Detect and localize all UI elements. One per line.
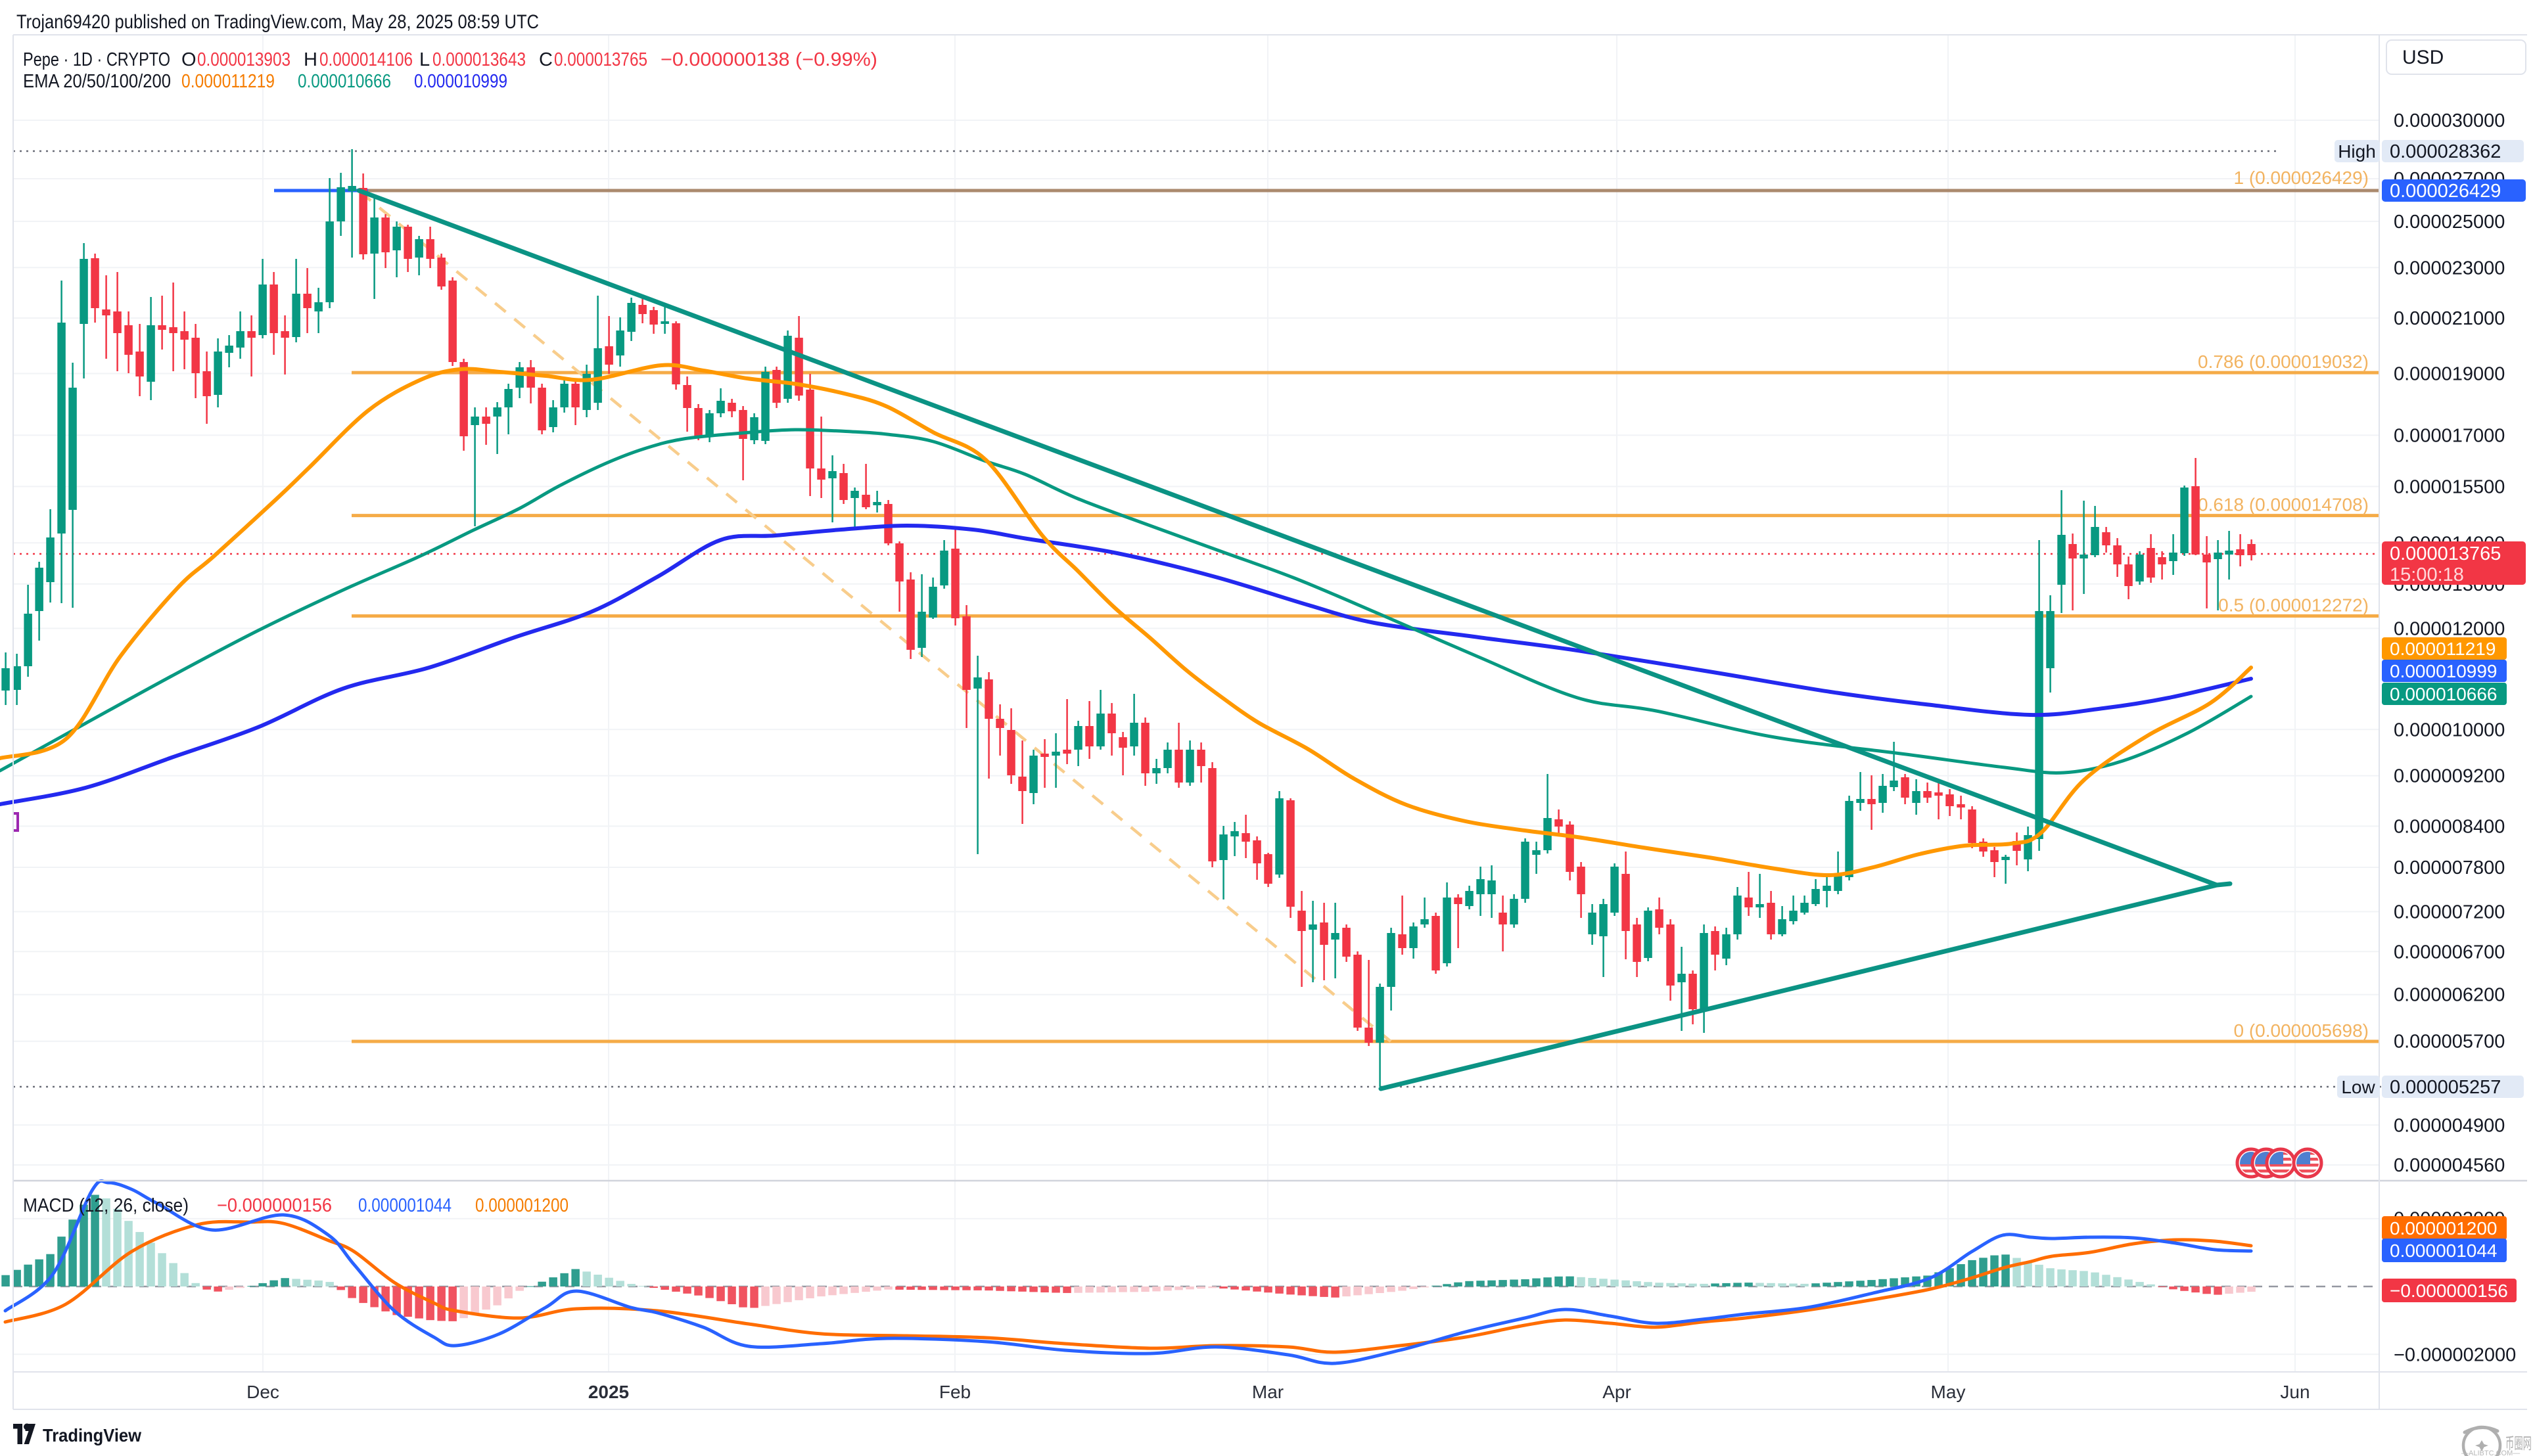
svg-text:0.000009200: 0.000009200 [2394,766,2505,787]
svg-text:Dec: Dec [246,1382,279,1402]
svg-text:2025: 2025 [588,1382,629,1402]
svg-text:Jun: Jun [2280,1382,2310,1402]
svg-text:O: O [181,49,197,70]
svg-text:0.000008400: 0.000008400 [2394,816,2505,837]
svg-text:0.000017000: 0.000017000 [2394,425,2505,446]
svg-text:0.000013765: 0.000013765 [2390,543,2501,564]
svg-text:TradingView: TradingView [43,1425,141,1445]
svg-text:0.000019000: 0.000019000 [2394,364,2505,385]
svg-text:0.000014106: 0.000014106 [319,49,413,70]
svg-text:0.5 (0.000012272): 0.5 (0.000012272) [2218,595,2369,616]
svg-text:MACD (12, 26, close): MACD (12, 26, close) [23,1195,189,1216]
svg-text:0.000012000: 0.000012000 [2394,618,2505,639]
svg-text:Low: Low [2341,1077,2375,1097]
svg-text:15:00:18: 15:00:18 [2390,564,2464,585]
svg-text:0.000006700: 0.000006700 [2394,942,2505,963]
svg-text:0.000015500: 0.000015500 [2394,476,2505,497]
svg-text:−0.000000156: −0.000000156 [217,1195,332,1216]
svg-text:0.000005700: 0.000005700 [2394,1032,2505,1053]
svg-text:0.000004560: 0.000004560 [2394,1155,2505,1176]
svg-text:0.000013765: 0.000013765 [554,49,647,70]
svg-text:C: C [539,49,553,70]
svg-text:0.000030000: 0.000030000 [2394,110,2505,131]
svg-text:Trojan69420 published on Tradi: Trojan69420 published on TradingView.com… [16,11,539,33]
svg-text:0.000013903: 0.000013903 [197,49,290,70]
svg-text:Feb: Feb [939,1382,971,1402]
svg-text:0.000004900: 0.000004900 [2394,1115,2505,1136]
svg-text:Pepe · 1D · CRYPTO: Pepe · 1D · CRYPTO [23,49,170,70]
svg-text:0.000005257: 0.000005257 [2390,1077,2501,1098]
svg-text:0.000028362: 0.000028362 [2390,141,2501,162]
svg-text:0.618 (0.000014708): 0.618 (0.000014708) [2198,495,2369,515]
svg-text:EMA 20/50/100/200: EMA 20/50/100/200 [23,71,171,92]
svg-text:0.000013643: 0.000013643 [432,49,526,70]
svg-text:0.000025000: 0.000025000 [2394,212,2505,233]
svg-text:−0.000000156: −0.000000156 [2390,1281,2508,1301]
svg-text:0.000007200: 0.000007200 [2394,902,2505,923]
svg-text:May: May [1931,1382,1966,1402]
svg-text:0.000010000: 0.000010000 [2394,719,2505,740]
svg-text:0.000007800: 0.000007800 [2394,857,2505,878]
svg-text:0.000021000: 0.000021000 [2394,308,2505,329]
svg-text:0.000026429: 0.000026429 [2390,181,2501,202]
svg-text:0.000001200: 0.000001200 [475,1195,569,1216]
svg-text:Mar: Mar [1252,1382,1284,1402]
svg-text:0.000001044: 0.000001044 [358,1195,452,1216]
svg-text:0.000006200: 0.000006200 [2394,985,2505,1006]
svg-text:0.000010666: 0.000010666 [298,71,391,92]
svg-text:0 (0.000005698): 0 (0.000005698) [2233,1020,2369,1041]
svg-text:0.000011219: 0.000011219 [181,71,275,92]
svg-text:−0.000000138 (−0.99%): −0.000000138 (−0.99%) [661,49,877,70]
svg-text:0.000010999: 0.000010999 [414,71,507,92]
svg-text:币圈网: 币圈网 [2505,1435,2532,1453]
svg-text:−0.000002000: −0.000002000 [2394,1344,2516,1365]
svg-text:—ALIBTC.COM—: —ALIBTC.COM— [2461,1449,2520,1456]
svg-text:1 (0.000026429): 1 (0.000026429) [2233,168,2369,188]
svg-text:0.000010999: 0.000010999 [2390,661,2498,681]
svg-text:0.000011219: 0.000011219 [2390,639,2496,659]
svg-text:0.000001044: 0.000001044 [2390,1240,2498,1261]
svg-text:0.000001200: 0.000001200 [2390,1218,2498,1239]
svg-text:0.000023000: 0.000023000 [2394,258,2505,279]
svg-text:L: L [419,49,430,70]
svg-text:Apr: Apr [1602,1382,1631,1402]
svg-text:0.000010666: 0.000010666 [2390,684,2498,704]
svg-text:High: High [2338,141,2376,162]
svg-text:H: H [304,49,317,70]
svg-text:0.786 (0.000019032): 0.786 (0.000019032) [2198,352,2369,372]
svg-text:USD: USD [2402,47,2444,68]
